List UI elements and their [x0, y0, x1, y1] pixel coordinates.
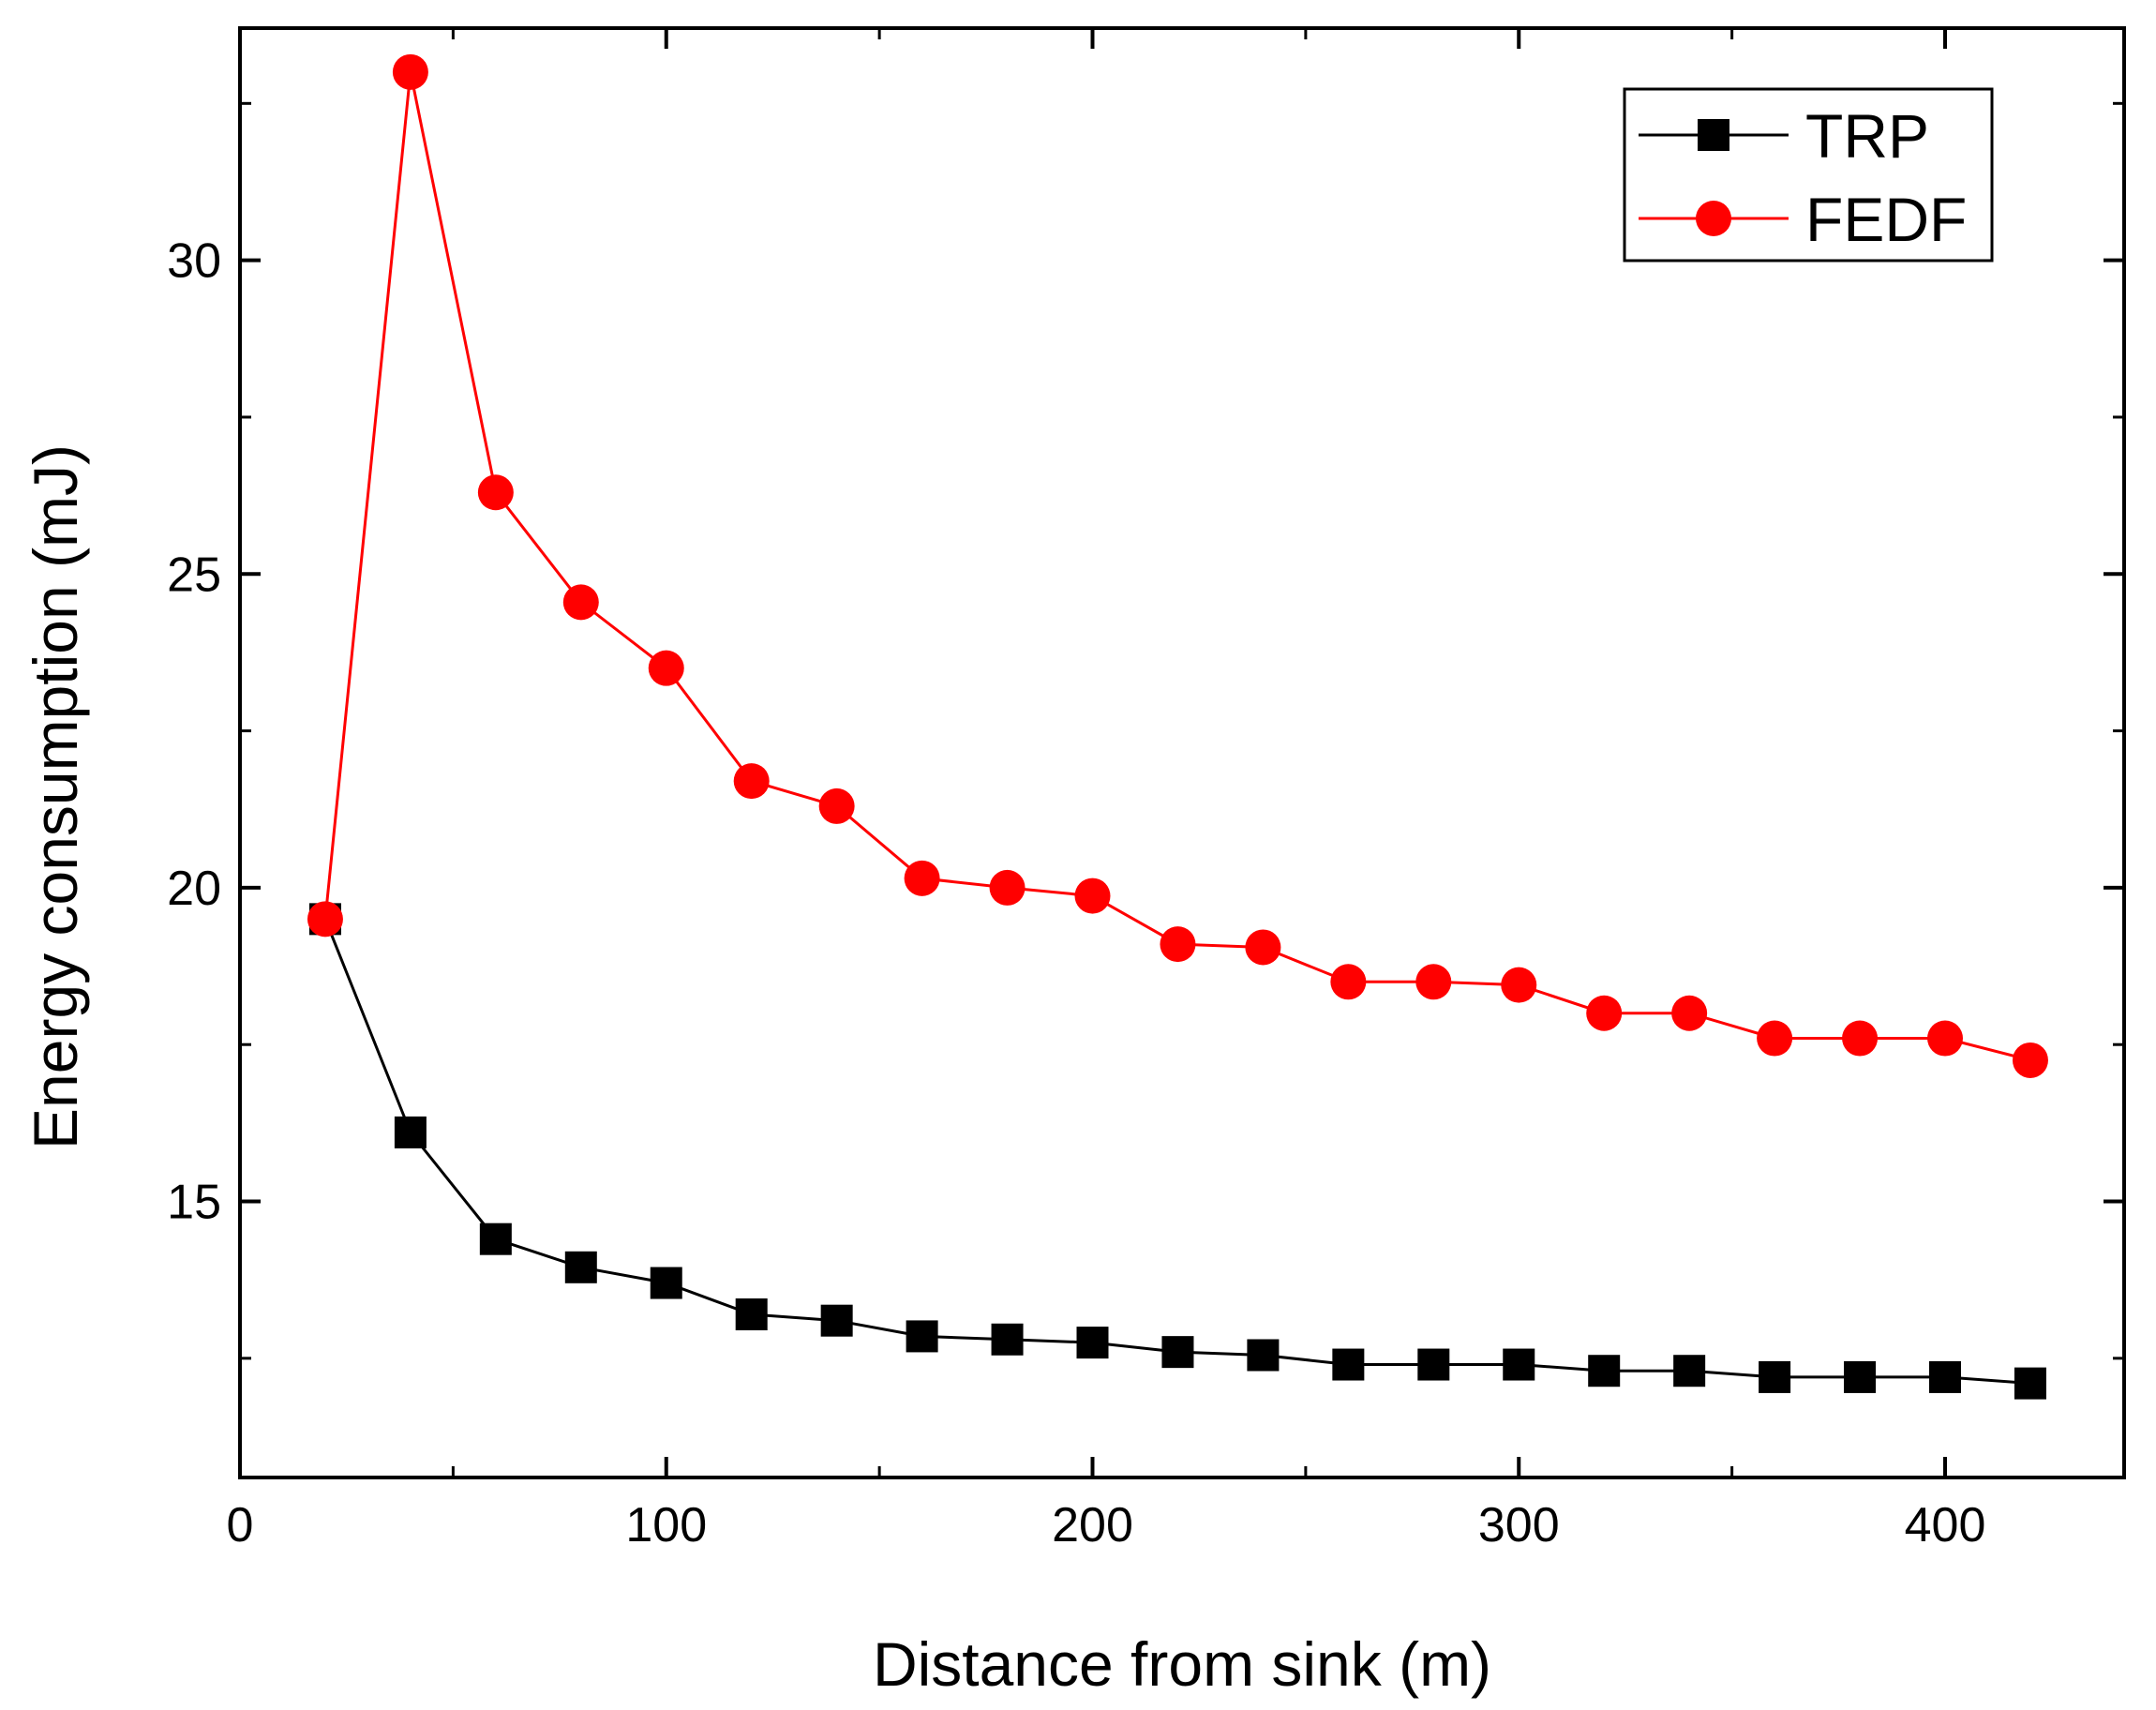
- series-fedf-point: [1671, 995, 1708, 1031]
- series-trp-point: [1929, 1360, 1962, 1393]
- series-fedf-point: [1330, 964, 1367, 1000]
- y-axis: 15 20 25 30: [167, 101, 2124, 1360]
- series-trp-point: [1588, 1355, 1621, 1388]
- x-tick-label-300: 300: [1478, 1498, 1560, 1552]
- legend-fedf-marker: [1696, 201, 1731, 236]
- series-trp-point: [394, 1116, 427, 1148]
- series-trp-point: [735, 1298, 768, 1330]
- x-tick-label-200: 200: [1052, 1498, 1133, 1552]
- series-trp-point: [820, 1304, 853, 1337]
- series-trp-point: [1161, 1336, 1194, 1369]
- series-trp: [308, 903, 2046, 1400]
- series-trp-point: [1503, 1348, 1535, 1381]
- series-fedf-point: [392, 53, 428, 90]
- series-trp-point: [1844, 1360, 1877, 1393]
- series-fedf-point: [477, 474, 514, 511]
- series-fedf-point: [989, 869, 1026, 906]
- legend-trp-label: TRP: [1805, 101, 1929, 171]
- series-fedf-point: [1074, 878, 1111, 914]
- y-tick-label-30: 30: [167, 234, 221, 289]
- series-fedf-point: [733, 763, 770, 800]
- series-trp-line: [323, 918, 2031, 1386]
- series-layer: [307, 53, 2048, 1400]
- series-trp-point: [1417, 1348, 1450, 1381]
- series-fedf-point: [1842, 1020, 1879, 1057]
- plot-frame: [238, 26, 2126, 1479]
- series-trp-point: [1247, 1339, 1280, 1372]
- series-fedf-point: [1415, 964, 1452, 1000]
- series-trp-point: [479, 1222, 512, 1255]
- series-trp-point: [1673, 1355, 1706, 1388]
- legend-box: [1623, 87, 1994, 262]
- x-tick-label-0: 0: [227, 1498, 254, 1552]
- series-fedf-point: [1160, 926, 1196, 963]
- series-fedf-point: [1245, 929, 1281, 966]
- y-axis-title: Energy consumption (mJ): [21, 444, 90, 1149]
- legend-trp-marker: [1698, 119, 1729, 151]
- series-fedf-point: [1927, 1020, 1964, 1057]
- series-fedf-point: [2012, 1042, 2048, 1078]
- y-tick-label-25: 25: [167, 548, 221, 602]
- series-trp-point: [564, 1251, 597, 1283]
- x-tick-label-100: 100: [625, 1498, 707, 1552]
- series-fedf-point: [818, 788, 855, 824]
- series-trp-point: [906, 1320, 938, 1353]
- legend: TRP FEDF: [1623, 87, 1994, 262]
- series-fedf-point: [562, 584, 599, 621]
- series-trp-point: [1076, 1327, 1109, 1359]
- series-fedf-point: [1757, 1020, 1793, 1057]
- series-fedf-point: [904, 860, 940, 896]
- x-axis: 0 100 200 300 400: [227, 28, 1986, 1552]
- x-tick-label-400: 400: [1905, 1498, 1986, 1552]
- series-fedf-point: [1501, 967, 1537, 1003]
- series-trp-point: [1332, 1348, 1365, 1381]
- series-fedf-point: [307, 901, 343, 938]
- y-tick-label-20: 20: [167, 862, 221, 916]
- y-tick-label-15: 15: [167, 1176, 221, 1230]
- legend-fedf-label: FEDF: [1805, 185, 1967, 254]
- series-fedf-point: [648, 650, 684, 686]
- legend-entry-fedf: FEDF: [1639, 185, 1967, 254]
- series-trp-point: [1759, 1360, 1791, 1393]
- series-fedf: [307, 53, 2048, 1078]
- plot-area-border: [238, 26, 2126, 1479]
- legend-entry-trp: TRP: [1639, 101, 1929, 171]
- series-trp-point: [991, 1323, 1024, 1356]
- series-trp-point: [2014, 1367, 2046, 1400]
- series-trp-point: [650, 1267, 682, 1299]
- series-fedf-point: [1586, 995, 1623, 1031]
- x-axis-title: Distance from sink (m): [873, 1629, 1491, 1699]
